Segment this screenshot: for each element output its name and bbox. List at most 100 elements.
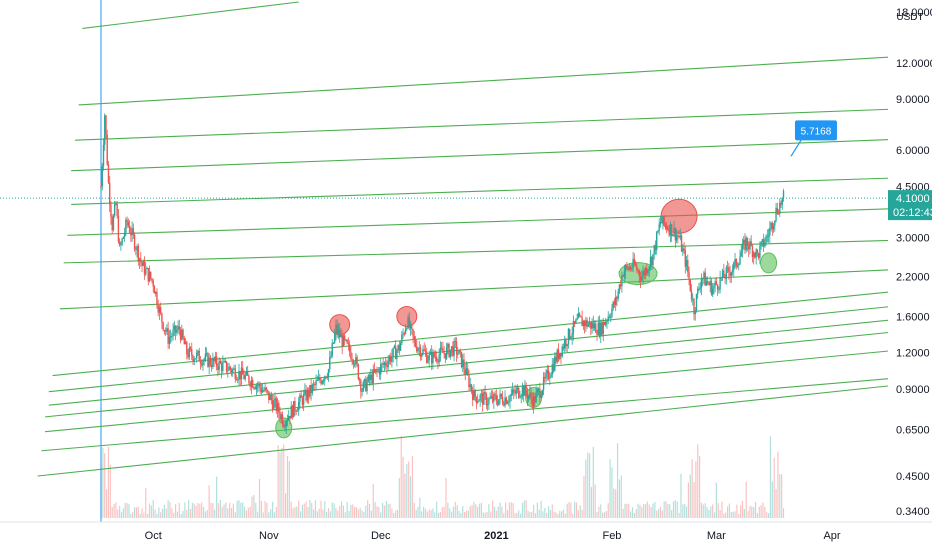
volume-bar	[182, 510, 184, 518]
candle-body	[476, 401, 479, 403]
candle-body	[738, 264, 740, 266]
candle-body	[404, 328, 407, 334]
candle-body	[534, 396, 536, 403]
candle-body	[693, 299, 695, 315]
candle-body	[496, 401, 499, 405]
candle-body	[748, 246, 750, 250]
candle-body	[683, 248, 685, 251]
time-axis-ticks[interactable]: Oct Nov Dec 2021 Feb Mar Apr	[145, 530, 841, 542]
candle-body	[377, 369, 379, 371]
volume-bar	[117, 509, 119, 518]
candle-body	[723, 270, 725, 278]
volume-bar	[359, 507, 361, 518]
price-tick-label: 12.0000	[896, 58, 932, 70]
volume-bar	[122, 508, 124, 518]
candle-body	[656, 232, 658, 251]
candle-body	[564, 340, 566, 349]
candle-body	[499, 393, 501, 400]
volume-bar	[726, 506, 729, 518]
candle-body	[367, 375, 369, 382]
volume-bar	[656, 510, 658, 518]
candle-body	[370, 374, 372, 380]
candle-body	[539, 388, 541, 398]
candle-body	[309, 385, 311, 397]
candle-body	[403, 333, 406, 335]
candle-body	[105, 115, 107, 135]
candle-body	[380, 364, 382, 375]
volume-bar	[676, 501, 678, 518]
candle-body	[779, 202, 781, 214]
price-axis[interactable]	[888, 0, 932, 524]
volume-bar	[324, 501, 326, 518]
candle-body	[322, 380, 325, 382]
volume-bar	[630, 511, 632, 518]
candle-body	[304, 389, 306, 395]
target-callout[interactable]: 5.7168	[790, 120, 837, 157]
candle-body	[568, 329, 571, 339]
volume-bar	[557, 513, 559, 518]
volume-bar	[212, 503, 214, 518]
candle-body	[734, 259, 736, 263]
candle-body	[673, 227, 675, 235]
volume-bar	[395, 510, 397, 518]
candle-body	[229, 366, 231, 370]
volume-bar	[214, 509, 216, 518]
candle-body	[217, 366, 219, 370]
candle-body	[388, 356, 391, 362]
channel-line	[37, 381, 926, 477]
candle-body	[651, 256, 653, 266]
candle-body	[424, 350, 427, 353]
candle-body	[775, 207, 777, 221]
volume-bar	[383, 505, 386, 518]
candle-body	[591, 322, 593, 329]
candle-body	[348, 344, 351, 352]
volume-bar	[678, 512, 680, 518]
volume-bar	[227, 508, 229, 518]
volume-bar	[756, 513, 759, 518]
candle-body	[648, 266, 650, 270]
candle-body	[746, 237, 749, 247]
volume-bar	[188, 500, 190, 518]
volume-bar	[189, 509, 192, 518]
volume-bar	[779, 474, 781, 518]
volume-bar	[253, 494, 255, 518]
volume-bar	[475, 504, 477, 518]
volume-bar	[158, 507, 160, 518]
volume-bar	[398, 478, 400, 518]
candle-body	[243, 374, 245, 380]
candle-body	[597, 322, 599, 335]
volume-bar	[514, 513, 516, 518]
volume-bar	[169, 502, 171, 518]
candle-body	[187, 354, 189, 358]
candle-body	[535, 392, 537, 403]
volume-bar	[327, 507, 330, 518]
candle-body	[524, 385, 526, 396]
candle-body	[450, 346, 453, 350]
candle-body	[642, 271, 644, 278]
candle-body	[208, 357, 210, 367]
candle-body	[181, 329, 183, 340]
volume-bar	[596, 512, 598, 518]
candle-body	[680, 235, 683, 252]
candle-body	[595, 323, 597, 333]
candle-body	[514, 391, 516, 394]
candle-body	[554, 356, 556, 371]
candle-body	[284, 426, 286, 428]
candle-body	[500, 393, 503, 398]
candle-body	[725, 267, 728, 279]
volume-bar	[387, 503, 389, 518]
candle-body	[494, 393, 496, 396]
candle-body	[531, 398, 534, 407]
volume-bar	[335, 508, 337, 518]
candle-body	[486, 403, 489, 406]
volume-bar	[508, 502, 510, 518]
candle-body	[583, 321, 586, 327]
volume-bar	[180, 513, 182, 518]
volume-bar	[644, 504, 647, 518]
candle-body	[325, 376, 327, 378]
candle-body	[326, 377, 328, 379]
volume-bar	[264, 501, 266, 518]
candle-body	[336, 324, 338, 334]
volume-bar	[333, 503, 335, 518]
